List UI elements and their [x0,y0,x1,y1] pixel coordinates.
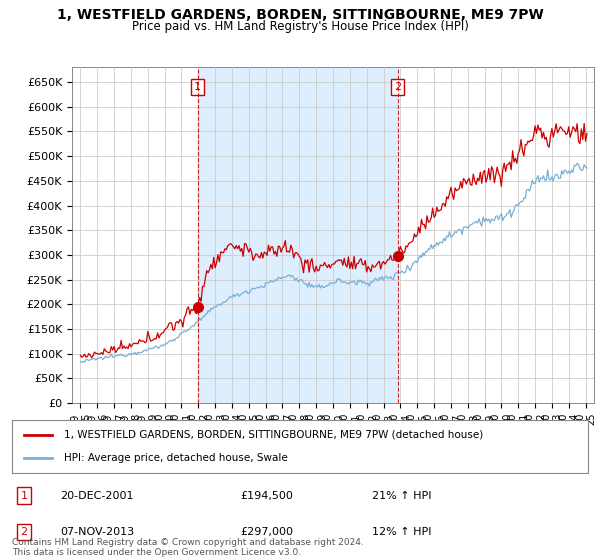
Text: £297,000: £297,000 [240,527,293,537]
Text: 21% ↑ HPI: 21% ↑ HPI [372,491,431,501]
Text: 12% ↑ HPI: 12% ↑ HPI [372,527,431,537]
Text: Contains HM Land Registry data © Crown copyright and database right 2024.
This d: Contains HM Land Registry data © Crown c… [12,538,364,557]
Text: 07-NOV-2013: 07-NOV-2013 [60,527,134,537]
Text: 1, WESTFIELD GARDENS, BORDEN, SITTINGBOURNE, ME9 7PW: 1, WESTFIELD GARDENS, BORDEN, SITTINGBOU… [56,8,544,22]
Text: 20-DEC-2001: 20-DEC-2001 [60,491,133,501]
Text: 1, WESTFIELD GARDENS, BORDEN, SITTINGBOURNE, ME9 7PW (detached house): 1, WESTFIELD GARDENS, BORDEN, SITTINGBOU… [64,430,483,440]
Text: 1: 1 [194,82,201,92]
Text: HPI: Average price, detached house, Swale: HPI: Average price, detached house, Swal… [64,453,287,463]
Bar [197,67,398,403]
Text: 2: 2 [20,527,28,537]
Text: £194,500: £194,500 [240,491,293,501]
Text: 2: 2 [394,82,401,92]
Text: Price paid vs. HM Land Registry's House Price Index (HPI): Price paid vs. HM Land Registry's House … [131,20,469,32]
Text: 1: 1 [20,491,28,501]
